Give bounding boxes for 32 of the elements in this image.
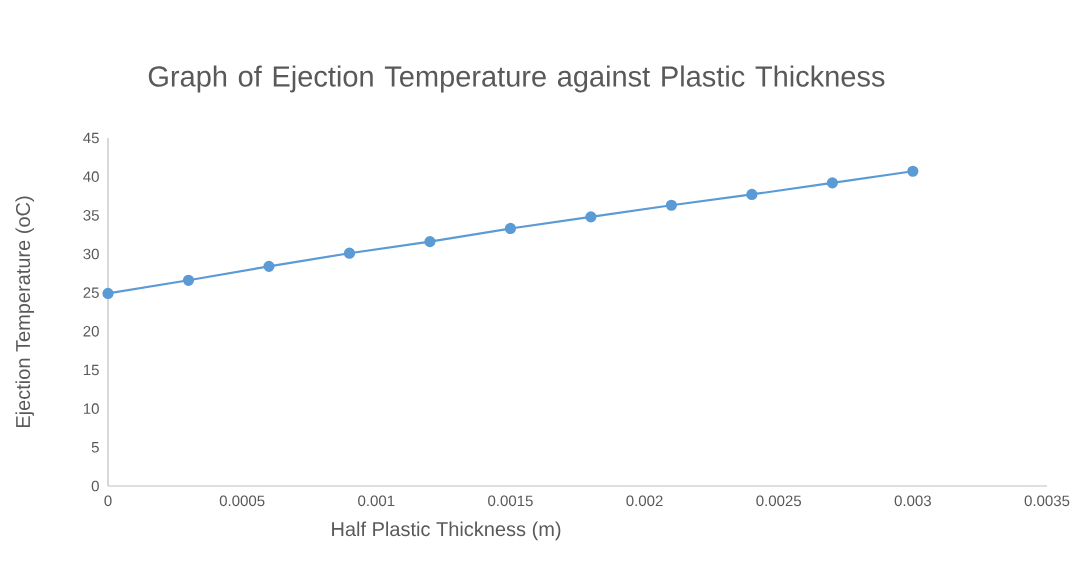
y-tick-label: 0 <box>91 480 99 492</box>
point <box>343 247 356 259</box>
x-tick-label: 0.001 <box>358 495 395 507</box>
y-tick-label: 30 <box>83 248 99 260</box>
y-tick-label: 35 <box>83 210 99 221</box>
x-tick-label: 0.0035 <box>1024 495 1070 507</box>
y-axis-title: Ejection Temperature (oC) <box>15 196 35 428</box>
y-tick-label: 15 <box>83 364 99 376</box>
chart-title: Graph of Ejection Temperature against Plastic Thickness <box>148 65 885 93</box>
point <box>424 236 436 248</box>
point <box>585 211 597 223</box>
y-tick-label: 20 <box>83 326 99 337</box>
y-tick-label: 25 <box>83 287 99 298</box>
x-tick-label: 0.002 <box>626 495 663 507</box>
point <box>182 274 195 286</box>
point <box>102 287 114 300</box>
x-tick-label: 0.0015 <box>488 495 533 507</box>
point <box>746 188 758 201</box>
point <box>263 260 275 272</box>
point <box>665 199 677 211</box>
x-tick-label: 0.0005 <box>219 495 265 507</box>
point <box>826 177 838 189</box>
x-tick-label: 0.0025 <box>756 495 802 507</box>
point <box>907 165 919 177</box>
x-axis-title: Half Plastic Thickness (m) <box>332 521 561 541</box>
y-tick-label: 5 <box>91 442 99 453</box>
y-tick-label: 40 <box>83 171 99 182</box>
x-tick-label: 0.003 <box>894 495 931 507</box>
x-tick-label: 0 <box>104 495 112 507</box>
y-tick-label: 10 <box>83 403 99 414</box>
point <box>504 222 517 235</box>
y-tick-label: 45 <box>83 132 99 144</box>
